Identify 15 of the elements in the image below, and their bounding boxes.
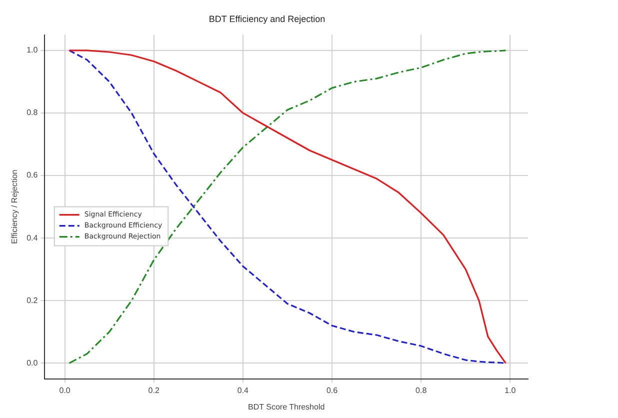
y-tick-label: 0.6 bbox=[26, 170, 38, 180]
x-tick-label: 0.4 bbox=[237, 386, 250, 395]
y-tick-label: 0.8 bbox=[26, 108, 38, 118]
x-tick-label: 0.2 bbox=[148, 386, 160, 395]
chart-title: BDT Efficiency and Rejection bbox=[208, 14, 326, 24]
y-tick-label: 0.2 bbox=[26, 296, 38, 305]
x-tick-label: 0.0 bbox=[59, 386, 71, 395]
x-axis-title: BDT Score Threshold bbox=[248, 402, 325, 412]
y-tick-label: 0.0 bbox=[26, 358, 38, 368]
x-tick-label: 1.0 bbox=[504, 386, 516, 395]
y-tick-label: 0.4 bbox=[26, 233, 38, 242]
x-tick-label: 0.8 bbox=[416, 386, 428, 395]
y-axis-title: Efficiency / Rejection bbox=[10, 170, 20, 244]
x-tick-label: 0.6 bbox=[326, 386, 338, 395]
y-tick-label: 1.0 bbox=[26, 46, 38, 55]
